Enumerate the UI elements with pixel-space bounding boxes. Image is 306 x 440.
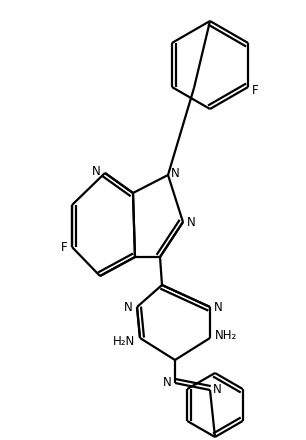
Text: F: F bbox=[62, 241, 68, 253]
Text: N: N bbox=[214, 301, 223, 313]
Text: N: N bbox=[213, 382, 222, 396]
Text: N: N bbox=[92, 165, 101, 177]
Text: H₂N: H₂N bbox=[113, 334, 135, 348]
Text: N: N bbox=[171, 166, 180, 180]
Text: F: F bbox=[252, 84, 259, 96]
Text: NH₂: NH₂ bbox=[215, 329, 237, 341]
Text: N: N bbox=[124, 301, 133, 313]
Text: N: N bbox=[163, 375, 172, 389]
Text: N: N bbox=[187, 216, 196, 228]
